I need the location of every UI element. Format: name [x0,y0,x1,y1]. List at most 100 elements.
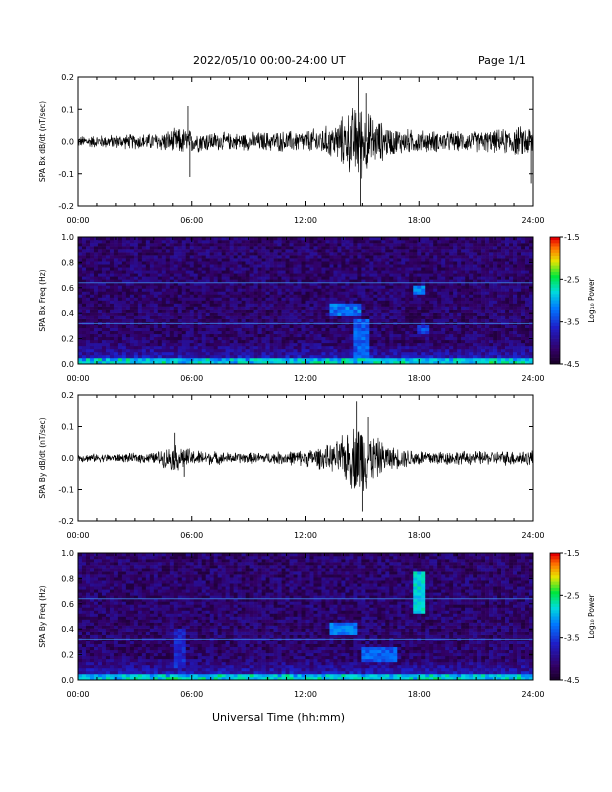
spectrogram-cell [437,360,442,365]
spectrogram-cell [421,303,426,307]
spectrogram-cell [225,327,230,332]
spectrogram-cell [153,279,159,283]
spectrogram-cell [105,345,111,350]
spectrogram-cell [505,312,510,316]
spectrogram-cell [429,318,434,322]
spectrogram-cell [169,315,175,319]
spectrogram-cell [97,255,103,259]
spectrogram-cell [357,345,362,350]
spectrogram-cell [149,330,155,335]
spectrogram-cell [141,288,147,292]
spectrogram-cell [221,276,226,280]
spectrogram-cell [485,297,490,301]
spectrogram-cell [249,324,254,329]
spectrogram-cell [345,246,350,250]
spectrogram-cell [97,300,103,304]
spectrogram-cell [513,273,518,277]
spectrogram-cell [237,252,242,256]
spectrogram-cell [277,267,282,271]
spectrogram-cell [493,282,498,286]
spectrogram-cell [137,237,143,241]
spectrogram-cell [369,357,374,362]
spectrogram-cell [97,351,103,356]
spectrogram-cell [105,291,111,295]
spectrogram-cell [317,342,322,347]
spectrogram-cell [101,309,107,313]
spectrogram-cell [381,237,386,241]
spectrogram-cell [445,360,450,365]
spectrogram-cell [281,294,286,298]
spectrogram-cell [385,276,390,280]
spectrogram-cell [161,336,167,341]
spectrogram-cell [245,273,250,277]
spectrogram-cell [165,276,171,280]
spectrogram-cell [161,318,167,322]
spectrogram-cell [449,300,454,304]
spectrogram-cell [353,282,358,286]
spectrogram-cell [449,354,454,359]
spectrogram-cell [193,312,199,316]
spectrogram-cell [205,300,211,304]
spectrogram-cell [189,354,195,359]
spectrogram-cell [201,282,207,286]
spectrogram-cell [457,330,462,335]
spectrogram-cell [273,330,278,335]
spectrogram-cell [133,261,139,265]
spectrogram-cell [205,249,211,253]
spectrogram-cell [181,327,187,332]
spectrogram-cell [225,237,230,241]
spectrogram-cell [229,342,234,347]
spectrogram-cell [353,276,358,280]
spectrogram-cell [265,309,270,313]
spectrogram-cell [521,249,526,253]
spectrogram-cell [333,285,338,289]
spectrogram-cell [185,315,191,319]
spectrogram-cell [357,285,362,289]
spectrogram-cell [301,345,306,350]
spectrogram-cell [313,312,318,316]
spectrogram-cell [285,327,290,332]
spectrogram-cell [257,330,262,335]
spectrogram-cell [417,348,422,353]
spectrogram-cell [285,360,290,365]
spectrogram-cell [297,243,302,247]
spectrogram-cell [377,354,382,359]
spectrogram-cell [521,318,526,322]
spectrogram-cell [397,309,402,313]
spectrogram-cell [345,330,350,335]
spectrogram-cell [221,333,226,338]
spectrogram-cell [165,303,171,307]
spectrogram-cell [117,270,123,274]
spectrogram-cell [109,300,115,304]
spectrogram-cell [509,324,514,329]
spectrogram-cell [109,282,115,286]
spectrogram-cell [317,243,322,247]
spectrogram-cell [345,300,350,304]
spectrogram-cell [197,339,203,344]
spectrogram-cell [277,261,282,265]
spectrogram-cell [261,240,266,244]
spectrogram-cell [433,276,438,280]
spectrogram-cell [225,261,230,265]
spectrogram-cell [273,255,278,259]
spectrogram-cell [149,282,155,286]
spectrogram-cell [441,270,446,274]
spectrogram-cell [413,348,418,353]
spectrogram-cell [333,240,338,244]
spectrogram-cell [465,333,470,338]
spectrogram-cell [217,237,222,241]
spectrogram-cell [449,303,454,307]
spectrogram-cell [281,288,286,292]
spectrogram-cell [369,279,374,283]
spectrogram-cell [389,258,394,262]
spectrogram-cell [165,285,171,289]
spectrogram-cell [181,273,187,277]
spectrogram-cell [389,270,394,274]
spectrogram-cell [489,348,494,353]
spectrogram-cell [93,336,99,341]
spectrogram-cell [237,348,242,353]
spectrogram-cell [117,348,123,353]
spectrogram-cell [377,279,382,283]
spectrogram-cell [81,318,87,322]
spectrogram-cell [329,255,334,259]
